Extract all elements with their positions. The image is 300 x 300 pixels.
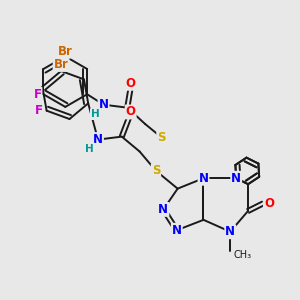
Text: N: N — [98, 98, 109, 111]
Text: O: O — [126, 106, 136, 118]
Text: O: O — [125, 77, 135, 90]
Text: N: N — [231, 172, 241, 185]
Text: N: N — [93, 133, 103, 146]
Text: F: F — [34, 88, 41, 101]
Text: F: F — [35, 104, 43, 117]
Text: S: S — [152, 164, 160, 177]
Text: N: N — [199, 172, 208, 185]
Text: N: N — [172, 224, 182, 237]
Text: H: H — [91, 109, 100, 119]
Text: Br: Br — [58, 44, 73, 58]
Text: N: N — [158, 203, 168, 216]
Text: Br: Br — [54, 58, 68, 71]
Text: CH₃: CH₃ — [233, 250, 251, 260]
Text: S: S — [157, 131, 166, 144]
Text: O: O — [264, 197, 274, 210]
Text: H: H — [85, 143, 94, 154]
Text: N: N — [225, 225, 235, 238]
